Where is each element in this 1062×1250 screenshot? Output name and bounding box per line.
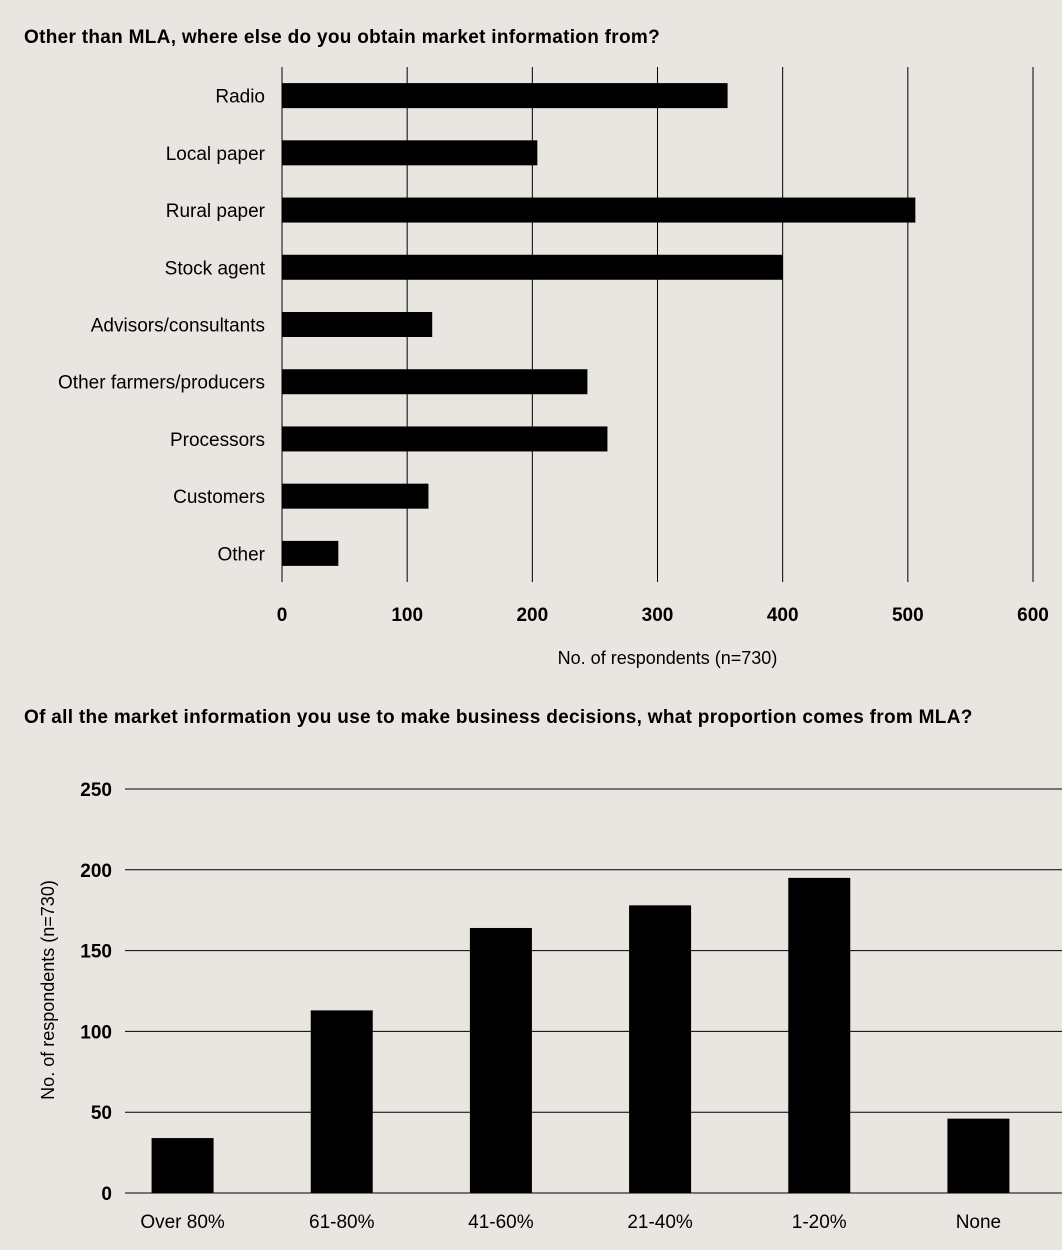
y-tick-label: 150	[80, 942, 112, 963]
chart-title-sources: Other than MLA, where else do you obtain…	[24, 27, 661, 48]
y-tick-label: 50	[91, 1103, 112, 1124]
x-tick-label: 0	[277, 605, 288, 626]
y-category-label: Rural paper	[166, 201, 266, 222]
bar-1-20-	[788, 877, 851, 1193]
y-category-label: Other	[217, 544, 265, 565]
bar-local-paper	[282, 140, 538, 166]
bar-over-80-	[151, 1138, 214, 1193]
bar-none	[947, 1118, 1010, 1193]
bar-stock-agent	[282, 254, 783, 280]
x-tick-label: 600	[1017, 605, 1049, 626]
x-tick-label: 400	[767, 605, 799, 626]
y-category-label: Advisors/consultants	[91, 316, 265, 337]
y-category-label: Local paper	[166, 144, 266, 165]
bar-advisors-consultants	[282, 312, 433, 337]
x-axis-title: No. of respondents (n=730)	[558, 648, 778, 668]
bar-customers	[282, 483, 429, 509]
bar-61-80-	[310, 1010, 373, 1193]
x-category-label: Over 80%	[140, 1212, 225, 1233]
y-tick-label: 250	[80, 780, 112, 801]
x-category-label: None	[956, 1212, 1001, 1233]
x-category-label: 21-40%	[627, 1212, 693, 1233]
bar-processors	[282, 426, 608, 452]
chart-panel-sources: Other than MLA, where else do you obtain…	[24, 27, 1049, 668]
x-category-label: 41-60%	[468, 1212, 534, 1233]
bar-rural-paper	[282, 197, 916, 223]
bar-radio	[282, 83, 728, 109]
x-tick-label: 100	[391, 605, 423, 626]
x-tick-label: 300	[642, 605, 674, 626]
chart-title-proportion: Of all the market information you use to…	[24, 707, 973, 728]
y-tick-label: 100	[80, 1022, 112, 1043]
bar-other-farmers-producers	[282, 369, 588, 395]
y-category-label: Other farmers/producers	[58, 373, 265, 394]
x-tick-label: 200	[516, 605, 548, 626]
y-axis-title: No. of respondents (n=730)	[38, 880, 58, 1100]
bar-21-40-	[629, 905, 692, 1193]
x-category-label: 1-20%	[792, 1212, 847, 1233]
y-tick-label: 0	[101, 1184, 112, 1205]
y-category-label: Stock agent	[165, 258, 266, 279]
y-category-label: Radio	[215, 87, 265, 108]
x-category-label: 61-80%	[309, 1212, 375, 1233]
x-tick-label: 500	[892, 605, 924, 626]
sources-bar-chart: 0 100 200 300 400 500 600 Radio Local paper Rural…	[58, 67, 1049, 668]
y-category-label: Processors	[170, 430, 265, 451]
bar-other	[282, 540, 339, 566]
bar-41-60-	[469, 927, 532, 1193]
y-category-label: Customers	[173, 487, 265, 508]
y-tick-label: 200	[80, 861, 112, 882]
